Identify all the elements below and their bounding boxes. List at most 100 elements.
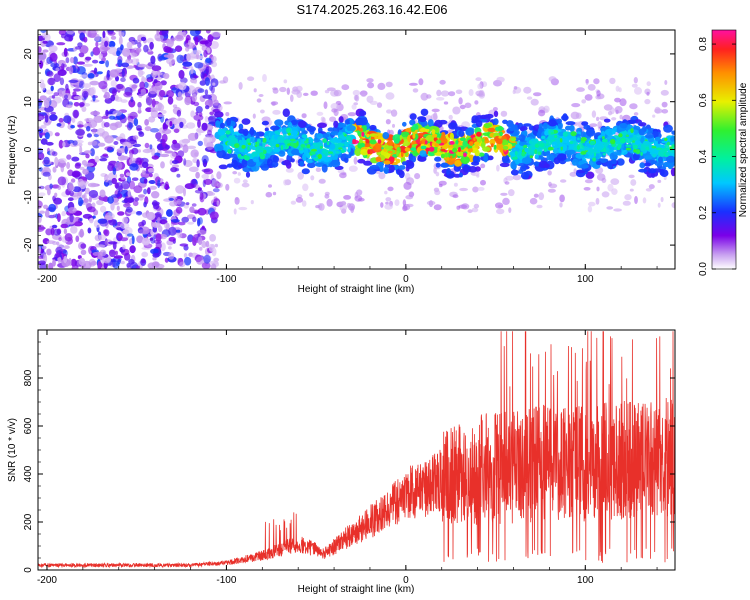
spectrogram-cell xyxy=(588,158,599,168)
spectrogram-cell xyxy=(504,181,510,185)
spectrogram-cell xyxy=(604,128,615,136)
spectrogram-cell xyxy=(625,134,629,137)
spectrogram-cell xyxy=(199,246,203,251)
spectrogram-cell xyxy=(216,144,224,152)
spectrogram-cell xyxy=(142,148,152,154)
y-tick-label: 200 xyxy=(23,513,34,530)
spectrogram-cell xyxy=(203,178,212,185)
spectrogram-cell xyxy=(493,118,499,125)
spectrogram-cell xyxy=(352,89,361,96)
spectrogram-cell xyxy=(611,159,617,165)
y-tick-label: 0 xyxy=(23,567,34,573)
y-tick-label: 800 xyxy=(23,369,34,386)
spectrogram-cell xyxy=(64,34,74,42)
spectrogram-cell xyxy=(78,181,87,190)
spectrogram-cell xyxy=(54,156,59,166)
spectrogram-cell xyxy=(358,117,368,126)
spectrogram-cell xyxy=(207,129,212,136)
spectrogram-cell xyxy=(43,204,48,209)
spectrogram-cell xyxy=(489,138,495,146)
spectrogram-cell xyxy=(534,161,539,167)
spectrogram-cell xyxy=(128,122,134,129)
spectrogram-cell xyxy=(347,130,354,134)
spectrogram-cell xyxy=(520,171,530,180)
spectrogram-cell xyxy=(648,184,655,190)
spectrogram-cell xyxy=(369,164,380,170)
spectrogram-cell xyxy=(233,208,237,215)
spectrogram-cell xyxy=(356,189,363,196)
spectrogram-cell xyxy=(645,141,650,146)
spectrogram-cell xyxy=(396,150,400,157)
spectrogram-cell xyxy=(252,113,256,119)
spectrogram-cell xyxy=(420,108,429,117)
spectrogram-cell xyxy=(186,53,191,62)
spectrogram-cell xyxy=(110,80,117,87)
spectrogram-cell xyxy=(194,36,199,46)
spectrogram-cell xyxy=(459,137,466,142)
spectrogram-cell xyxy=(45,89,54,95)
spectrogram-cell xyxy=(42,40,48,44)
spectrogram-cell xyxy=(667,163,674,170)
spectrogram-cell xyxy=(195,256,205,265)
spectrogram-cell xyxy=(440,153,445,159)
spectrogram-cell xyxy=(82,168,89,175)
spectrogram-cell xyxy=(143,82,149,88)
spectrogram-cell xyxy=(585,171,595,179)
spectrogram-cell xyxy=(463,152,467,158)
spectrogram-cell xyxy=(571,103,581,108)
spectrogram-cell xyxy=(344,119,351,126)
spectrogram-cell xyxy=(83,36,88,43)
spectrogram-cell xyxy=(166,39,174,48)
spectrogram-cell xyxy=(644,162,651,167)
spectrogram-cell xyxy=(123,203,131,208)
spectrogram-cell xyxy=(397,169,404,175)
spectrogram-cell xyxy=(523,86,532,94)
spectrogram-cell xyxy=(529,155,534,159)
spectrogram-cell xyxy=(323,101,328,109)
spectrogram-cell xyxy=(133,64,137,68)
spectrogram-cell xyxy=(480,114,488,120)
spectrogram-cell xyxy=(122,141,132,148)
spectrogram-cell xyxy=(151,98,156,108)
spectrogram-cell xyxy=(155,132,162,140)
spectrogram-cell xyxy=(105,109,109,117)
spectrogram-cell xyxy=(102,153,109,157)
spectrogram-cell xyxy=(301,113,307,119)
spectrogram-cell xyxy=(577,137,580,141)
spectrogram-cell xyxy=(129,157,137,166)
spectrogram-cell xyxy=(344,154,352,159)
spectrogram-cell xyxy=(171,219,180,223)
spectrogram-cell xyxy=(317,122,327,128)
spectrogram-cell xyxy=(378,172,386,180)
spectrogram-cell xyxy=(613,151,622,156)
spectrogram-cell xyxy=(321,164,328,173)
spectrogram-cell xyxy=(339,135,342,139)
spectrogram-cell xyxy=(105,60,109,68)
spectrogram-cell xyxy=(369,100,378,105)
spectrogram-cell xyxy=(250,200,254,205)
spectrogram-cell xyxy=(367,82,375,89)
spectrogram-cell xyxy=(210,263,217,269)
spectrogram-cell xyxy=(628,174,635,179)
spectrogram-cell xyxy=(363,160,373,166)
spectrogram-cell xyxy=(69,213,74,223)
spectrogram-cell xyxy=(330,103,339,110)
spectrogram-cell xyxy=(146,212,156,221)
spectrogram-cell xyxy=(191,93,198,102)
spectrogram-cell xyxy=(157,179,161,188)
spectrogram-cell xyxy=(426,200,436,206)
spectrogram-cell xyxy=(140,88,147,96)
spectrogram-cell xyxy=(602,147,607,153)
y-tick-label: 0 xyxy=(23,146,34,152)
spectrogram-cell xyxy=(238,123,244,130)
spectrogram-cell xyxy=(40,138,48,145)
spectrogram-cell xyxy=(197,132,202,136)
spectrogram-cell xyxy=(439,79,446,85)
spectrogram-cell xyxy=(111,194,120,198)
spectrogram-cell xyxy=(58,117,64,123)
spectrogram-cell xyxy=(92,46,101,56)
x-tick-label: 0 xyxy=(403,575,409,586)
spectrogram-cell xyxy=(550,131,555,135)
spectrogram-cell xyxy=(429,125,439,132)
spectrogram-cell xyxy=(260,147,265,151)
